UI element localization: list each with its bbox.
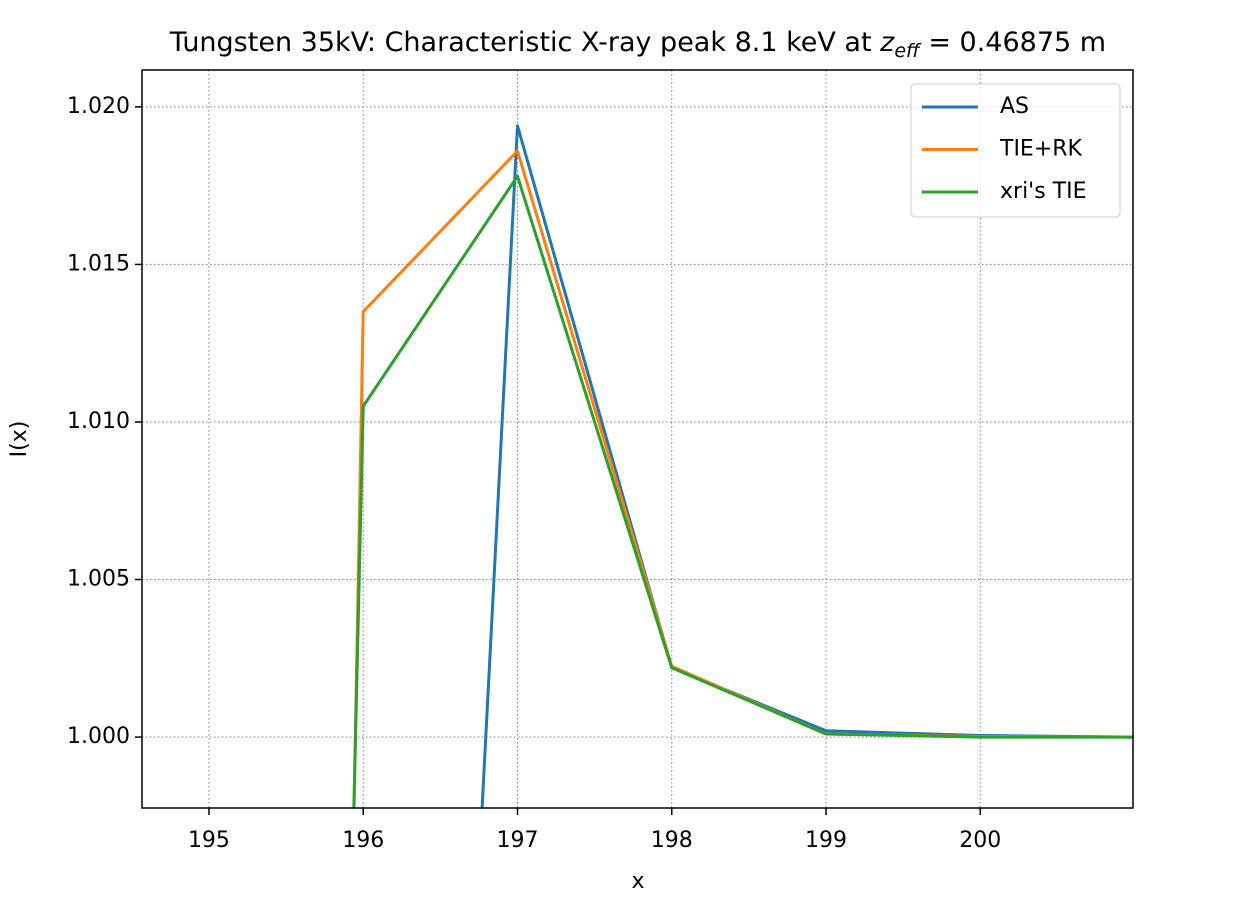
x-tick-label: 195 [188, 828, 230, 853]
x-tick-label: 196 [342, 828, 384, 853]
series-line [352, 174, 1133, 808]
title-part: z [879, 27, 895, 58]
chart-title: Tungsten 35kV: Characteristic X-ray peak… [169, 27, 1106, 62]
legend-label: AS [1000, 94, 1029, 119]
legend-label: xri's TIE [1000, 179, 1087, 204]
y-axis-label: I(x) [7, 421, 32, 458]
x-tick-label: 198 [651, 828, 693, 853]
legend-box [910, 83, 1121, 218]
title-part: = 0.46875 m [920, 27, 1106, 58]
title-part: eff [894, 40, 922, 62]
y-tick-label: 1.020 [67, 94, 130, 119]
plot-frame [141, 69, 1134, 809]
x-tick-label: 197 [496, 828, 538, 853]
y-tick-label: 1.010 [67, 409, 130, 434]
legend-label: TIE+RK [999, 137, 1083, 162]
y-tick-label: 1.000 [67, 724, 130, 749]
y-tick-label: 1.005 [67, 567, 130, 592]
x-axis-label: x [631, 869, 644, 894]
x-tick-label: 200 [959, 828, 1001, 853]
title-part: Tungsten 35kV: Characteristic X-ray peak… [169, 27, 880, 58]
y-tick-label: 1.015 [67, 251, 130, 276]
x-tick-label: 199 [805, 828, 847, 853]
